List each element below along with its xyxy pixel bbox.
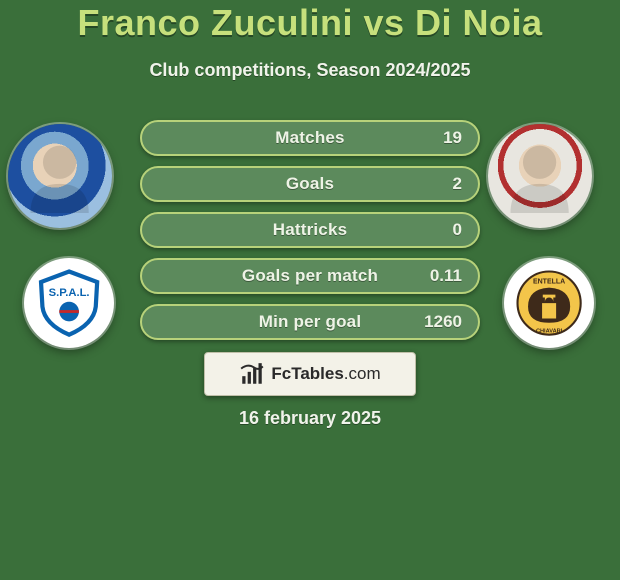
brand-suffix: .com — [344, 364, 381, 383]
club-badge-left: S.P.A.L. — [24, 258, 114, 348]
stat-row: Hattricks 0 — [140, 212, 480, 248]
stat-row: Goals per match 0.11 — [140, 258, 480, 294]
player-left-photo — [8, 124, 112, 228]
stat-value-right: 2 — [453, 174, 462, 194]
stat-value-right: 0 — [453, 220, 462, 240]
stat-row: Goals 2 — [140, 166, 480, 202]
stat-label: Goals per match — [242, 266, 378, 286]
svg-text:S.P.A.L.: S.P.A.L. — [49, 287, 90, 299]
svg-text:CHIAVARI: CHIAVARI — [536, 328, 563, 334]
entella-badge-icon: ENTELLA CHIAVARI — [514, 268, 584, 338]
stat-value-right: 0.11 — [430, 266, 462, 286]
chart-bars-icon — [239, 361, 265, 387]
stat-value-right: 1260 — [424, 312, 462, 332]
page-subtitle: Club competitions, Season 2024/2025 — [0, 60, 620, 81]
stat-row: Matches 19 — [140, 120, 480, 156]
svg-text:ENTELLA: ENTELLA — [533, 278, 565, 285]
person-silhouette-icon — [18, 134, 101, 217]
stat-value-right: 19 — [443, 128, 462, 148]
player-right-photo — [488, 124, 592, 228]
brand-name: FcTables — [271, 364, 343, 383]
brand-text: FcTables.com — [271, 364, 380, 384]
stat-label: Goals — [286, 174, 334, 194]
stat-label: Matches — [275, 128, 344, 148]
club-badge-right: ENTELLA CHIAVARI — [504, 258, 594, 348]
stat-label: Hattricks — [273, 220, 348, 240]
person-silhouette-icon — [498, 134, 581, 217]
brand-bar: FcTables.com — [204, 352, 416, 396]
page-title: Franco Zuculini vs Di Noia — [0, 2, 620, 44]
spal-badge-icon: S.P.A.L. — [34, 268, 104, 338]
infographic-date: 16 february 2025 — [0, 408, 620, 429]
stat-row: Min per goal 1260 — [140, 304, 480, 340]
stat-label: Min per goal — [259, 312, 362, 332]
